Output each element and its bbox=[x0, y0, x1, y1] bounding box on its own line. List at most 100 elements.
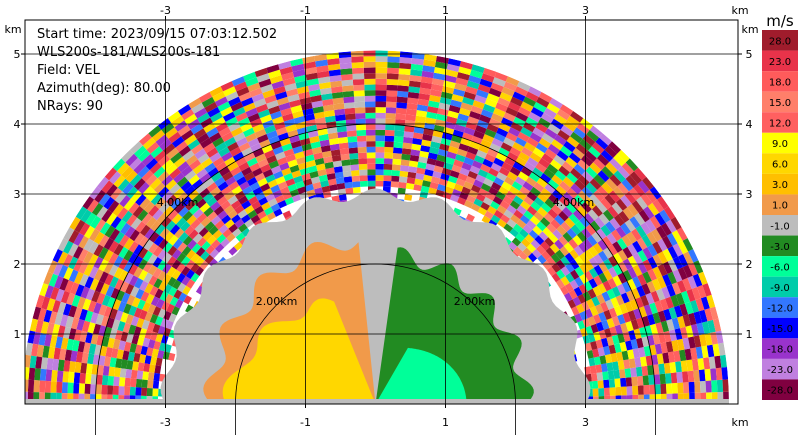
velocity-cell bbox=[184, 170, 197, 181]
velocity-cell bbox=[666, 284, 676, 297]
velocity-cell bbox=[166, 359, 174, 369]
velocity-cell bbox=[513, 246, 523, 256]
velocity-cell bbox=[685, 325, 694, 338]
velocity-cell bbox=[107, 375, 114, 386]
velocity-cell bbox=[411, 195, 420, 203]
velocity-cell bbox=[375, 146, 385, 153]
velocity-cell bbox=[560, 285, 569, 296]
velocity-cell bbox=[218, 126, 231, 138]
velocity-cell bbox=[564, 252, 575, 263]
velocity-cell bbox=[505, 76, 520, 87]
velocity-cell bbox=[593, 189, 605, 202]
velocity-cell bbox=[494, 71, 508, 82]
velocity-cell bbox=[587, 235, 598, 247]
velocity-cell bbox=[247, 209, 258, 219]
velocity-cell bbox=[399, 51, 413, 59]
velocity-cell bbox=[260, 84, 274, 94]
velocity-cell bbox=[80, 209, 92, 223]
velocity-cell bbox=[91, 364, 99, 375]
velocity-cell bbox=[554, 214, 565, 226]
velocity-cell bbox=[375, 135, 385, 142]
velocity-cell bbox=[680, 326, 688, 339]
velocity-cell bbox=[69, 361, 76, 373]
velocity-cell bbox=[632, 276, 642, 288]
velocity-cell bbox=[138, 182, 150, 194]
velocity-cell bbox=[660, 383, 667, 394]
velocity-cell bbox=[150, 146, 163, 159]
velocity-cell bbox=[629, 299, 639, 311]
velocity-cell bbox=[632, 385, 639, 395]
velocity-cell bbox=[597, 239, 608, 251]
velocity-cell bbox=[611, 286, 621, 298]
velocity-cell bbox=[649, 215, 661, 229]
velocity-cell bbox=[682, 264, 693, 278]
velocity-cell bbox=[220, 106, 233, 117]
velocity-cell bbox=[430, 176, 441, 184]
velocity-cell bbox=[117, 301, 127, 313]
velocity-cell bbox=[171, 213, 183, 225]
velocity-cell bbox=[518, 106, 531, 117]
velocity-cell bbox=[560, 266, 570, 276]
velocity-cell bbox=[142, 337, 150, 348]
velocity-cell bbox=[621, 178, 634, 192]
velocity-cell bbox=[156, 212, 168, 225]
velocity-cell bbox=[63, 360, 71, 372]
velocity-cell bbox=[307, 83, 320, 92]
velocity-cell bbox=[244, 171, 255, 182]
velocity-cell bbox=[572, 209, 584, 221]
velocity-cell bbox=[134, 277, 144, 289]
velocity-cell bbox=[499, 200, 510, 210]
velocity-cell bbox=[577, 359, 585, 369]
velocity-cell bbox=[112, 158, 126, 172]
colorbar-label: 3.0 bbox=[772, 180, 788, 191]
velocity-cell bbox=[245, 107, 258, 118]
velocity-cell bbox=[79, 373, 86, 384]
range-ring bbox=[95, 123, 656, 435]
velocity-cell bbox=[200, 217, 211, 228]
velocity-cell bbox=[570, 224, 582, 235]
velocity-cell bbox=[607, 370, 615, 380]
velocity-cell bbox=[287, 159, 298, 168]
velocity-cell bbox=[426, 111, 438, 120]
velocity-cell bbox=[251, 200, 261, 210]
velocity-cell bbox=[617, 272, 628, 284]
velocity-cell bbox=[589, 125, 603, 138]
velocity-cell bbox=[212, 91, 226, 102]
velocity-cell bbox=[592, 348, 600, 358]
velocity-cell bbox=[505, 132, 518, 142]
velocity-cell bbox=[132, 205, 144, 218]
velocity-cell bbox=[357, 146, 367, 153]
velocity-cell bbox=[314, 187, 323, 195]
velocity-cell bbox=[630, 339, 639, 350]
velocity-cell bbox=[671, 382, 678, 394]
velocity-cell bbox=[353, 90, 365, 97]
velocity-cell bbox=[430, 141, 441, 149]
velocity-cell bbox=[153, 166, 166, 179]
velocity-cell bbox=[38, 332, 47, 346]
velocity-cell bbox=[319, 82, 331, 90]
velocity-cell bbox=[197, 112, 211, 124]
velocity-cell bbox=[652, 312, 661, 324]
velocity-cell bbox=[634, 357, 642, 368]
velocity-cell bbox=[340, 74, 353, 81]
velocity-cell bbox=[517, 81, 531, 92]
velocity-cell bbox=[449, 194, 460, 203]
velocity-cell bbox=[480, 139, 492, 149]
velocity-cell bbox=[150, 193, 162, 206]
velocity-cell bbox=[635, 366, 643, 377]
velocity-cell bbox=[28, 367, 36, 381]
velocity-cell bbox=[528, 229, 539, 240]
velocity-cell bbox=[203, 206, 214, 217]
velocity-cell bbox=[174, 202, 185, 214]
velocity-cell bbox=[384, 129, 395, 137]
velocity-cell bbox=[558, 235, 569, 246]
velocity-cell bbox=[387, 62, 400, 69]
velocity-cell bbox=[125, 333, 134, 344]
velocity-cell bbox=[244, 152, 256, 162]
velocity-cell bbox=[162, 143, 176, 155]
velocity-cell bbox=[405, 182, 415, 190]
velocity-cell bbox=[101, 209, 113, 223]
velocity-cell bbox=[570, 167, 582, 180]
velocity-cell bbox=[687, 370, 695, 383]
range-ring-label: 2.00km bbox=[454, 295, 496, 308]
